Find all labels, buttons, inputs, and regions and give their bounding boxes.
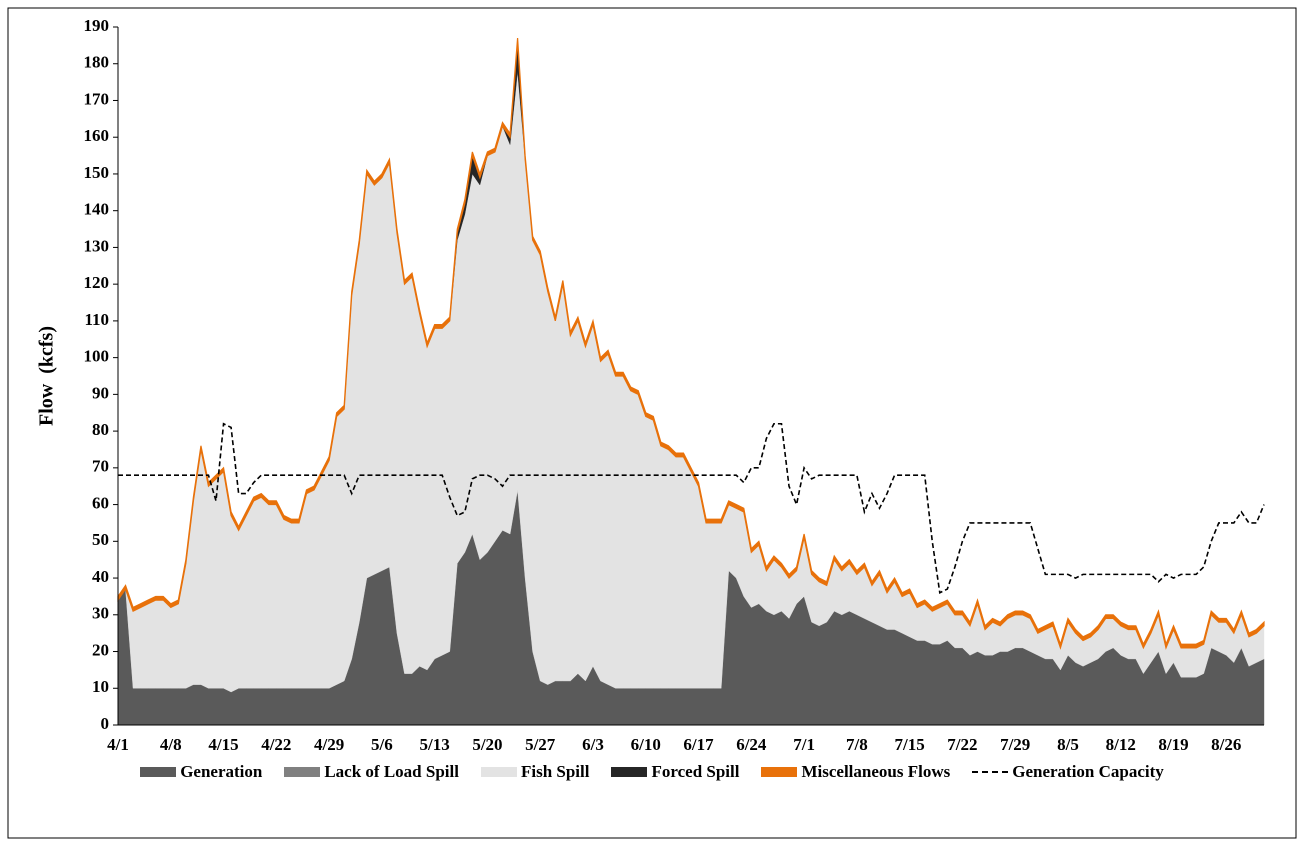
x-tick-label: 5/6	[371, 735, 393, 754]
y-tick-label: 50	[92, 530, 109, 549]
y-tick-label: 30	[92, 604, 109, 623]
y-tick-label: 180	[84, 53, 110, 72]
area	[117, 37, 1265, 650]
legend-swatch	[761, 767, 798, 777]
x-tick-label: 7/22	[947, 735, 977, 754]
x-tick-label: 6/10	[631, 735, 661, 754]
x-tick-label: 4/8	[160, 735, 182, 754]
x-tick-label: 5/27	[525, 735, 556, 754]
x-tick-label: 7/1	[793, 735, 815, 754]
y-tick-label: 0	[101, 714, 110, 733]
y-tick-label: 170	[84, 89, 110, 108]
area	[117, 71, 1265, 693]
y-tick-label: 160	[84, 126, 110, 145]
legend-item: Forced Spill	[611, 762, 739, 782]
y-tick-label: 60	[92, 493, 109, 512]
x-tick-label: 7/15	[895, 735, 925, 754]
x-tick-label: 7/8	[846, 735, 868, 754]
y-tick-label: 20	[92, 640, 109, 659]
x-tick-label: 4/15	[208, 735, 238, 754]
y-tick-label: 140	[84, 200, 110, 219]
legend: Generation Lack of Load Spill Fish Spill Fo…	[0, 762, 1304, 782]
x-tick-label: 5/13	[420, 735, 450, 754]
y-tick-label: 130	[84, 236, 110, 255]
y-tick-label: 110	[84, 310, 109, 329]
legend-item: Lack of Load Spill	[284, 762, 459, 782]
x-tick-label: 6/17	[683, 735, 714, 754]
y-tick-label: 150	[84, 163, 110, 182]
x-tick-label: 8/26	[1211, 735, 1241, 754]
legend-label: Fish Spill	[520, 762, 590, 781]
frame	[7, 7, 1297, 839]
x-tick-label: 7/29	[1000, 735, 1030, 754]
legend-label: Miscellaneous Flows	[801, 762, 951, 781]
legend-item: Generation	[140, 762, 262, 782]
x-tick-label: 4/1	[107, 735, 129, 754]
x-tick-label: 8/19	[1158, 735, 1188, 754]
legend-swatch	[611, 767, 648, 777]
y-tick-label: 40	[92, 567, 109, 586]
line	[118, 422, 1265, 594]
legend-swatch	[972, 771, 1009, 773]
legend-label: Generation	[180, 762, 263, 781]
legend-label: Generation Capacity	[1012, 762, 1164, 781]
legend-item: Fish Spill	[480, 762, 590, 782]
y-tick-label: 100	[84, 347, 110, 366]
x-tick-label: 8/12	[1106, 735, 1136, 754]
x-tick-label: 8/5	[1057, 735, 1079, 754]
x-tick-label: 4/29	[314, 735, 344, 754]
x-tick-label: 5/20	[472, 735, 502, 754]
y-tick-label: 70	[92, 457, 109, 476]
x-tick-label: 4/22	[261, 735, 291, 754]
legend-label: Lack of Load Spill	[324, 762, 459, 781]
y-axis-label: Flow (kcfs)	[36, 326, 58, 426]
y-tick-label: 90	[92, 383, 109, 402]
y-tick-label: 120	[84, 273, 110, 292]
y-tick-label: 190	[84, 16, 110, 35]
x-tick-label: 6/24	[736, 735, 767, 754]
legend-swatch	[284, 767, 321, 777]
y-tick-label: 80	[92, 420, 109, 439]
legend-swatch	[140, 767, 177, 777]
legend-item: Miscellaneous Flows	[761, 762, 950, 782]
y-tick-label: 10	[92, 677, 109, 696]
legend-item: Generation Capacity	[972, 762, 1164, 782]
legend-swatch	[480, 767, 517, 777]
legend-label: Forced Spill	[651, 762, 740, 781]
x-tick-label: 6/3	[582, 735, 604, 754]
